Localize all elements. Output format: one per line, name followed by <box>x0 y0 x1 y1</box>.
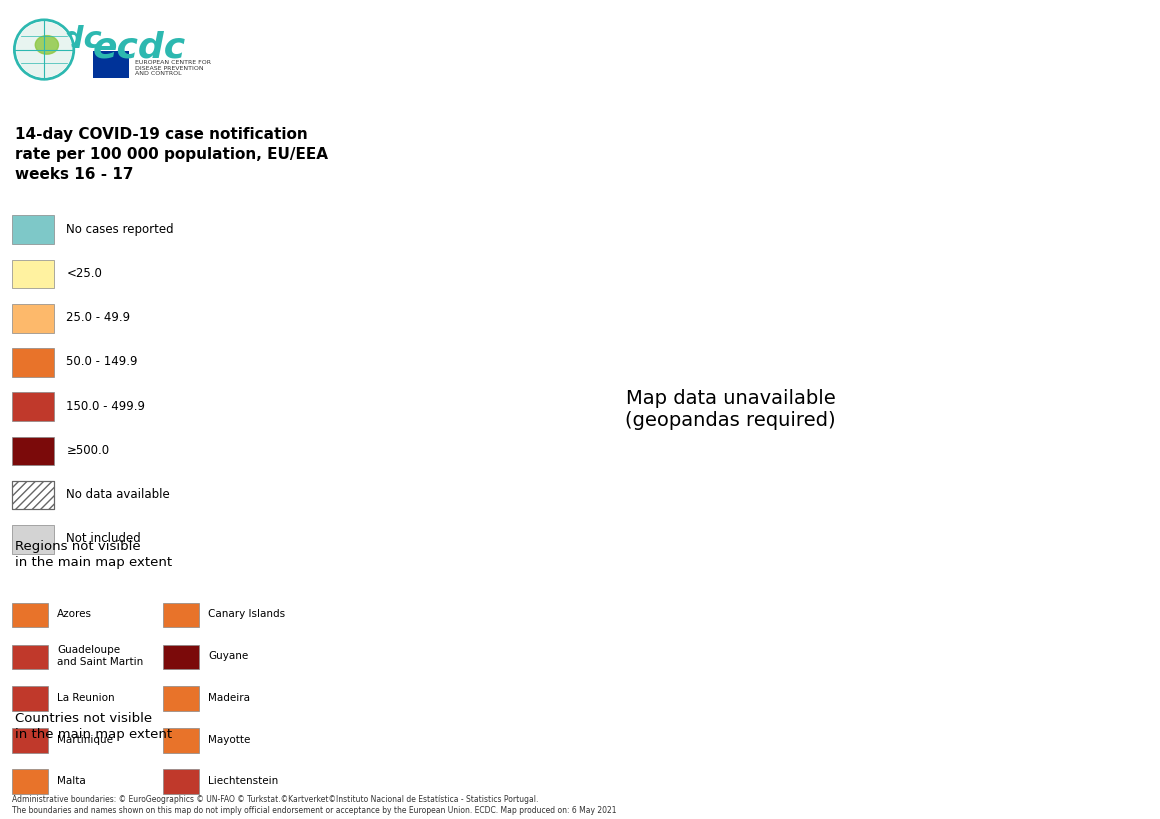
Ellipse shape <box>35 36 58 54</box>
Text: 14-day COVID-19 case notification
rate per 100 000 population, EU/EEA
weeks 16 -: 14-day COVID-19 case notification rate p… <box>15 127 328 182</box>
FancyBboxPatch shape <box>93 52 129 78</box>
FancyBboxPatch shape <box>12 392 55 421</box>
Text: No data available: No data available <box>66 488 171 501</box>
Text: Martinique: Martinique <box>57 735 114 744</box>
FancyBboxPatch shape <box>162 728 200 753</box>
FancyBboxPatch shape <box>12 728 49 753</box>
FancyBboxPatch shape <box>12 645 49 669</box>
Text: La Reunion: La Reunion <box>57 693 115 703</box>
Text: Malta: Malta <box>57 776 86 785</box>
FancyBboxPatch shape <box>12 215 55 244</box>
FancyBboxPatch shape <box>12 481 55 509</box>
Text: Madeira: Madeira <box>208 693 251 703</box>
Circle shape <box>16 22 72 77</box>
Text: <25.0: <25.0 <box>66 267 102 280</box>
Text: Map data unavailable
(geopandas required): Map data unavailable (geopandas required… <box>625 389 836 430</box>
Text: ecdc: ecdc <box>93 30 186 65</box>
FancyBboxPatch shape <box>12 686 49 711</box>
FancyBboxPatch shape <box>162 769 200 794</box>
Text: Mayotte: Mayotte <box>208 735 251 744</box>
Text: Azores: Azores <box>57 609 93 619</box>
Text: 150.0 - 499.9: 150.0 - 499.9 <box>66 400 145 413</box>
FancyBboxPatch shape <box>12 769 49 794</box>
FancyBboxPatch shape <box>12 260 55 288</box>
Text: Administrative boundaries: © EuroGeographics © UN-FAO © Turkstat.©Kartverket©Ins: Administrative boundaries: © EuroGeograp… <box>12 795 538 804</box>
Text: Liechtenstein: Liechtenstein <box>208 776 278 785</box>
Text: The boundaries and names shown on this map do not imply official endorsement or : The boundaries and names shown on this m… <box>12 806 616 815</box>
FancyBboxPatch shape <box>12 525 55 554</box>
FancyBboxPatch shape <box>162 645 200 669</box>
Text: Guadeloupe
and Saint Martin: Guadeloupe and Saint Martin <box>57 645 144 667</box>
FancyBboxPatch shape <box>12 304 55 333</box>
Text: No cases reported: No cases reported <box>66 223 174 236</box>
Text: 25.0 - 49.9: 25.0 - 49.9 <box>66 311 130 324</box>
FancyBboxPatch shape <box>12 603 49 627</box>
Text: Guyane: Guyane <box>208 651 248 661</box>
FancyBboxPatch shape <box>12 348 55 377</box>
Text: EUROPEAN CENTRE FOR
DISEASE PREVENTION
AND CONTROL: EUROPEAN CENTRE FOR DISEASE PREVENTION A… <box>135 60 211 76</box>
Text: Countries not visible
in the main map extent: Countries not visible in the main map ex… <box>15 713 172 741</box>
Text: 50.0 - 149.9: 50.0 - 149.9 <box>66 355 138 369</box>
FancyBboxPatch shape <box>162 603 200 627</box>
Text: Regions not visible
in the main map extent: Regions not visible in the main map exte… <box>15 541 172 569</box>
Text: Not included: Not included <box>66 532 142 545</box>
FancyBboxPatch shape <box>162 686 200 711</box>
Text: Canary Islands: Canary Islands <box>208 609 285 619</box>
FancyBboxPatch shape <box>12 437 55 465</box>
Text: ecdc: ecdc <box>24 25 103 53</box>
Text: ≥500.0: ≥500.0 <box>66 444 109 457</box>
